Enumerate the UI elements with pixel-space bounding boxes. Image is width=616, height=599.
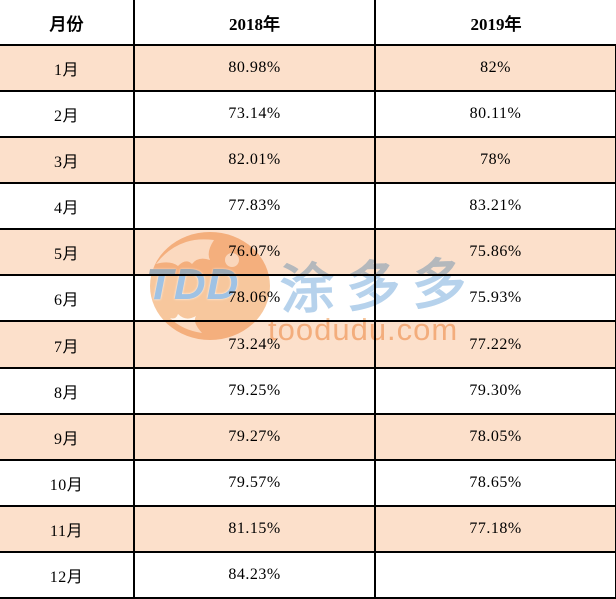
value-2019-cell: 78.65%: [374, 458, 616, 507]
month-cell: 11月: [0, 504, 135, 553]
table-row: 2月 73.14% 80.11%: [0, 90, 616, 139]
table-row: 7月 73.24% 77.22%: [0, 320, 616, 369]
value-2019-cell: 79.30%: [374, 366, 616, 415]
month-cell: 12月: [0, 550, 135, 599]
value-2019-cell: 78%: [374, 136, 616, 185]
table-row: 1月 80.98% 82%: [0, 43, 616, 93]
month-cell: 9月: [0, 412, 135, 461]
value-2018-cell: 79.25%: [133, 366, 376, 415]
month-cell: 1月: [0, 43, 135, 93]
table-row: 9月 79.27% 78.05%: [0, 412, 616, 461]
month-cell: 8月: [0, 366, 135, 415]
value-2019-cell: 77.22%: [374, 320, 616, 369]
table-row: 4月 77.83% 83.21%: [0, 182, 616, 231]
column-header-month: 月份: [0, 0, 135, 46]
column-header-2019: 2019年: [374, 0, 616, 46]
value-2019-cell: 80.11%: [374, 90, 616, 139]
table-row: 6月 78.06% 75.93%: [0, 274, 616, 323]
table-row: 5月 76.07% 75.86%: [0, 228, 616, 277]
value-2019-cell: 75.93%: [374, 274, 616, 323]
month-cell: 4月: [0, 182, 135, 231]
header-row: 月份 2018年 2019年: [0, 0, 616, 46]
table-row: 12月 84.23%: [0, 550, 616, 599]
value-2018-cell: 78.06%: [133, 274, 376, 323]
table-row: 11月 81.15% 77.18%: [0, 504, 616, 553]
value-2018-cell: 73.14%: [133, 90, 376, 139]
month-cell: 6月: [0, 274, 135, 323]
table-row: 3月 82.01% 78%: [0, 136, 616, 185]
column-header-2018: 2018年: [133, 0, 376, 46]
value-2019-cell: 82%: [374, 43, 616, 93]
month-cell: 7月: [0, 320, 135, 369]
value-2018-cell: 81.15%: [133, 504, 376, 553]
value-2019-cell: 83.21%: [374, 182, 616, 231]
value-2018-cell: 73.24%: [133, 320, 376, 369]
value-2019-cell: [374, 550, 616, 599]
table-row: 8月 79.25% 79.30%: [0, 366, 616, 415]
month-cell: 5月: [0, 228, 135, 277]
value-2018-cell: 82.01%: [133, 136, 376, 185]
value-2019-cell: 77.18%: [374, 504, 616, 553]
value-2018-cell: 79.27%: [133, 412, 376, 461]
value-2018-cell: 76.07%: [133, 228, 376, 277]
month-cell: 2月: [0, 90, 135, 139]
value-2018-cell: 79.57%: [133, 458, 376, 507]
table-row: 10月 79.57% 78.65%: [0, 458, 616, 507]
month-cell: 10月: [0, 458, 135, 507]
value-2019-cell: 75.86%: [374, 228, 616, 277]
value-2018-cell: 77.83%: [133, 182, 376, 231]
value-2019-cell: 78.05%: [374, 412, 616, 461]
value-2018-cell: 84.23%: [133, 550, 376, 599]
value-2018-cell: 80.98%: [133, 43, 376, 93]
month-cell: 3月: [0, 136, 135, 185]
